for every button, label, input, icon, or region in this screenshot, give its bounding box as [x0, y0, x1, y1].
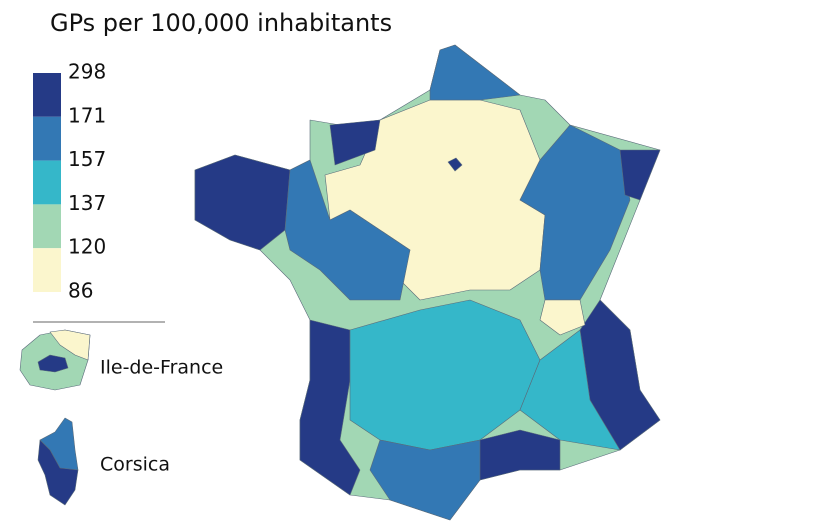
- region: [194, 154, 291, 251]
- region: [519, 329, 621, 451]
- legend-label: 86: [68, 279, 93, 303]
- inset-label: Corsica: [100, 454, 170, 476]
- inset-label: Ile-de-France: [100, 357, 223, 379]
- region: [329, 119, 381, 166]
- legend-label: 157: [68, 147, 106, 171]
- legend: 298 171 157 137 120 86: [33, 60, 106, 303]
- region: [539, 299, 586, 336]
- region: [49, 329, 91, 361]
- legend-swatch: [33, 73, 61, 117]
- map-title: GPs per 100,000 inhabitants: [50, 9, 392, 37]
- legend-label: 137: [68, 191, 106, 215]
- legend-swatch: [33, 116, 61, 161]
- region: [284, 159, 411, 301]
- region: [619, 149, 661, 201]
- legend-label: 171: [68, 103, 106, 127]
- legend-label: 120: [68, 235, 106, 259]
- region: [37, 354, 69, 373]
- legend-swatch: [33, 204, 61, 249]
- region: [37, 439, 79, 506]
- region: [447, 157, 463, 172]
- ile-de-france-inset: Ile-de-France: [19, 329, 223, 391]
- corsica-inset: Corsica: [37, 417, 170, 506]
- legend-swatch: [33, 248, 61, 292]
- legend-swatch: [33, 160, 61, 205]
- region: [479, 429, 561, 481]
- legend-label: 298: [68, 60, 106, 84]
- france-map: [194, 44, 661, 521]
- region: [429, 44, 521, 101]
